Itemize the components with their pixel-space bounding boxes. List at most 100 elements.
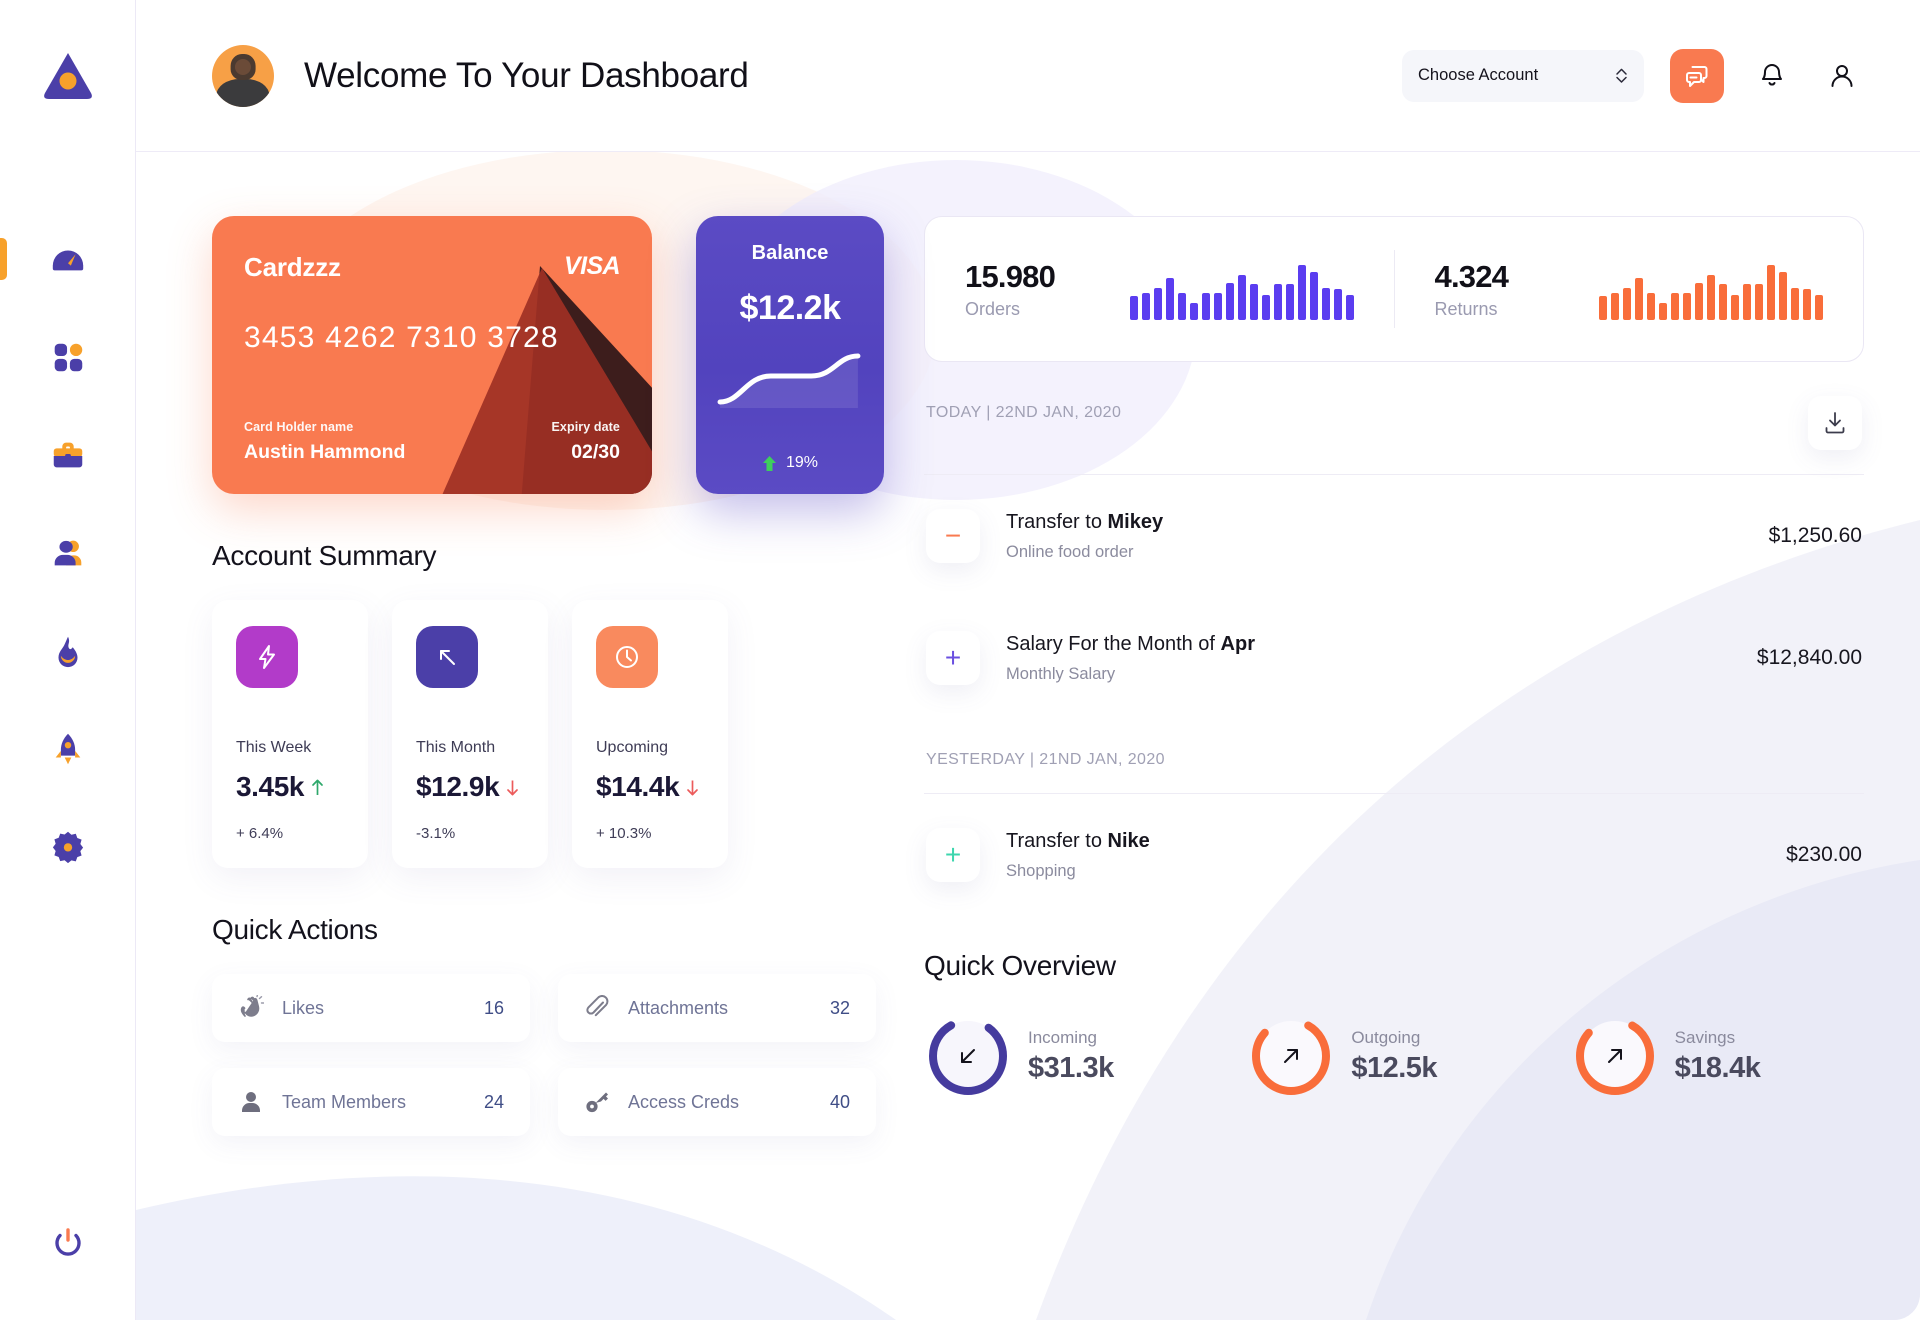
summary-card[interactable]: Upcoming $14.4k + 10.3% <box>572 600 728 868</box>
quick-action-label: Attachments <box>628 997 729 1018</box>
arrow-down-left-icon <box>924 1012 1012 1100</box>
balance-card[interactable]: Balance $12.2k 19% <box>696 216 884 494</box>
transaction-row[interactable]: + Salary For the Month of Apr Monthly Sa… <box>924 597 1864 719</box>
right-column: 15.980 Orders 4.324 Returns <box>924 216 1864 1320</box>
quick-overview-row: Incoming $31.3k <box>924 1012 1864 1100</box>
sparkline-bar <box>1141 292 1150 320</box>
sparkline-bar <box>1599 296 1607 320</box>
sparkline-bar <box>1755 284 1763 320</box>
summary-value: $14.4k <box>596 771 708 803</box>
arrow-down-icon <box>507 780 519 795</box>
account-summary-cards: This Week 3.45k + 6.4% <box>212 600 884 868</box>
summary-label: This Month <box>416 739 496 756</box>
clapping-hands-icon <box>240 995 264 1017</box>
transaction-title-prefix: Salary For the Month of <box>1006 632 1221 655</box>
transaction-row[interactable]: − Transfer to Mikey Online food order $1… <box>924 475 1864 597</box>
summary-label: Upcoming <box>596 739 669 756</box>
sidebar-item-briefcase[interactable] <box>0 432 135 478</box>
sparkline-bar <box>1165 277 1174 320</box>
transaction-amount: $230.00 <box>1786 843 1862 866</box>
sparkline-bar <box>1177 292 1186 320</box>
sparkline-bar <box>1647 292 1655 320</box>
credit-card[interactable]: Cardzzz VISA 3453 4262 7310 3728 Card Ho… <box>212 216 652 494</box>
account-summary-title: Account Summary <box>212 540 437 571</box>
quick-action-likes[interactable]: Likes 16 <box>212 974 530 1042</box>
summary-card[interactable]: This Month $12.9k -3.1% <box>392 600 548 868</box>
summary-amount: 3.45k <box>236 771 305 802</box>
sparkline-bar <box>1611 292 1619 320</box>
briefcase-icon <box>53 442 82 468</box>
overview-value: $18.4k <box>1674 1051 1761 1084</box>
card-holder-label: Card Holder name <box>244 420 354 434</box>
transaction-subtitle: Monthly Salary <box>1006 664 1116 683</box>
overview-label: Savings <box>1674 1027 1736 1047</box>
summary-card[interactable]: This Week 3.45k + 6.4% <box>212 600 368 868</box>
summary-label: This Week <box>236 739 312 756</box>
paperclip-icon <box>586 995 609 1017</box>
sparkline-bar <box>1779 271 1787 320</box>
left-column: Cardzzz VISA 3453 4262 7310 3728 Card Ho… <box>212 216 884 1320</box>
transaction-subtitle: Shopping <box>1006 861 1076 880</box>
sidebar-item-launch[interactable] <box>0 726 135 772</box>
sparkline-bar <box>1719 284 1727 320</box>
transaction-row[interactable]: + Transfer to Nike Shopping $230.00 <box>924 794 1864 916</box>
profile-button[interactable] <box>1820 54 1864 98</box>
sidebar-item-apps[interactable] <box>0 334 135 380</box>
app-logo[interactable] <box>39 34 97 118</box>
sparkline-bar <box>1695 282 1703 320</box>
quick-action-team-members[interactable]: Team Members 24 <box>212 1068 530 1136</box>
overview-savings[interactable]: Savings $18.4k <box>1571 1012 1864 1100</box>
card-holder-name: Austin Hammond <box>244 441 406 463</box>
power-button[interactable] <box>48 1223 88 1268</box>
balance-change-value: 19% <box>785 454 819 471</box>
header-actions: Choose Account <box>1402 48 1864 103</box>
summary-percent: -3.1% <box>416 825 456 842</box>
summary-amount: $14.4k <box>596 771 680 802</box>
transaction-title-prefix: Transfer to <box>1006 829 1108 852</box>
overview-label: Outgoing <box>1351 1027 1421 1047</box>
chat-button[interactable] <box>1670 48 1724 103</box>
avatar[interactable] <box>212 44 274 107</box>
transaction-title-bold: Nike <box>1107 829 1150 852</box>
plus-icon: + <box>926 631 980 685</box>
sparkline-bar <box>1683 292 1691 320</box>
sidebar-item-users[interactable] <box>0 530 135 576</box>
transaction-subtitle: Online food order <box>1006 542 1134 561</box>
transaction-amount: $12,840.00 <box>1756 646 1862 669</box>
stat-returns-value: 4.324 <box>1434 258 1509 294</box>
overview-value: $12.5k <box>1351 1051 1438 1084</box>
sparkline-bar <box>1791 287 1799 320</box>
overview-value: $31.3k <box>1028 1051 1114 1084</box>
sidebar-item-settings[interactable] <box>0 824 135 870</box>
quick-actions-grid: Likes 16 Attachments 32 <box>212 974 884 1136</box>
minus-icon: − <box>926 509 980 563</box>
sidebar-nav <box>0 236 135 870</box>
sparkline-bar <box>1285 284 1294 320</box>
user-group-icon <box>54 540 81 566</box>
sparkline-bar <box>1225 282 1234 320</box>
transaction-title-prefix: Transfer to <box>1006 510 1108 533</box>
transaction-title: Transfer to Mikey <box>1006 511 1163 534</box>
sidebar-item-dashboard[interactable] <box>0 236 135 282</box>
header: Welcome To Your Dashboard Choose Account <box>136 0 1920 152</box>
card-network: VISA <box>564 252 621 280</box>
overview-incoming[interactable]: Incoming $31.3k <box>924 1012 1217 1100</box>
sparkline-bar <box>1767 265 1775 320</box>
balance-amount: $12.2k <box>739 289 842 327</box>
download-button[interactable] <box>1808 396 1862 450</box>
overview-outgoing[interactable]: Outgoing $12.5k <box>1247 1012 1540 1100</box>
quick-actions-title: Quick Actions <box>212 914 378 945</box>
quick-overview-title: Quick Overview <box>924 950 1116 981</box>
sidebar-item-trending[interactable] <box>0 628 135 674</box>
notifications-button[interactable] <box>1750 54 1794 98</box>
person-icon <box>1831 64 1853 87</box>
quick-action-count: 24 <box>483 1091 504 1112</box>
sparkline-bar <box>1635 277 1643 320</box>
quick-action-attachments[interactable]: Attachments 32 <box>558 974 876 1042</box>
transactions-header: TODAY | 22ND JAN, 2020 <box>924 396 1864 450</box>
plus-icon: + <box>926 828 980 882</box>
transaction-date-yesterday: YESTERDAY | 21ND JAN, 2020 <box>926 751 1165 768</box>
account-select[interactable]: Choose Account <box>1402 49 1644 102</box>
quick-action-access-creds[interactable]: Access Creds 40 <box>558 1068 876 1136</box>
